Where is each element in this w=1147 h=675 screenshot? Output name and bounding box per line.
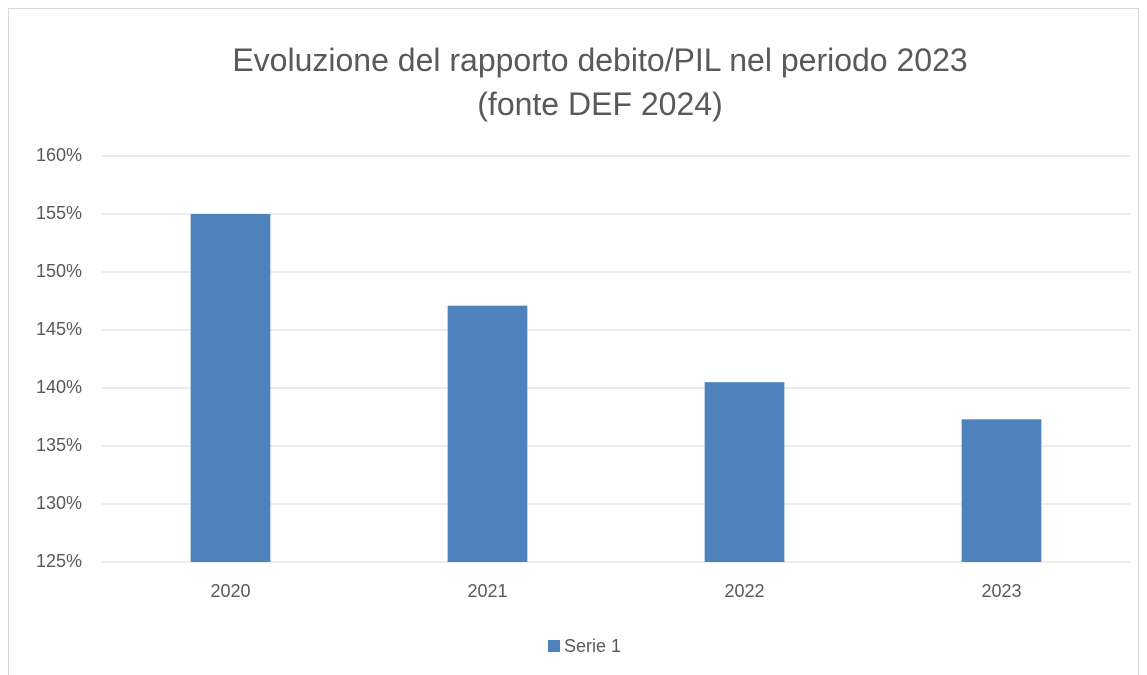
y-tick-label: 140%	[36, 377, 82, 397]
x-tick-label: 2023	[981, 581, 1021, 601]
chart-title: Evoluzione del rapporto debito/PIL nel p…	[232, 42, 968, 122]
bar	[447, 305, 528, 562]
y-tick-label: 145%	[36, 319, 82, 339]
y-tick-label: 155%	[36, 203, 82, 223]
legend-label: Serie 1	[564, 636, 621, 656]
y-tick-label: 160%	[36, 145, 82, 165]
bar	[961, 419, 1042, 562]
x-tick-label: 2022	[724, 581, 764, 601]
y-tick-label: 135%	[36, 435, 82, 455]
x-tick-label: 2021	[467, 581, 507, 601]
y-tick-label: 130%	[36, 493, 82, 513]
y-tick-label: 150%	[36, 261, 82, 281]
bar	[704, 382, 785, 562]
chart-border	[8, 8, 1139, 675]
y-tick-label: 125%	[36, 551, 82, 571]
legend-swatch	[548, 640, 560, 652]
bar	[190, 214, 271, 562]
x-tick-label: 2020	[210, 581, 250, 601]
